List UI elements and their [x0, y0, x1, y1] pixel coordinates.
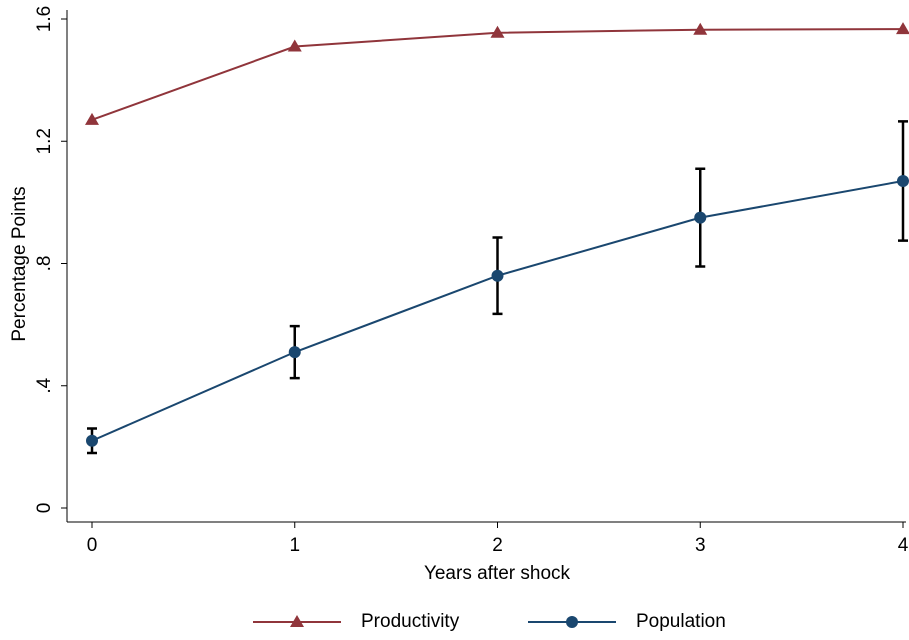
- y-axis-title: Percentage Points: [9, 186, 30, 341]
- legend-label: Productivity: [361, 611, 460, 632]
- x-tick-label: 1: [289, 535, 300, 556]
- point: [693, 22, 708, 35]
- point: [490, 25, 505, 38]
- x-tick-label: 2: [492, 535, 503, 556]
- point: [287, 39, 302, 52]
- point: [491, 269, 504, 282]
- x-axis-title: Years after shock: [424, 563, 571, 584]
- y-tick-label: 0: [34, 503, 55, 514]
- legend-marker: [290, 615, 304, 627]
- legend-marker: [566, 616, 578, 628]
- point: [897, 174, 909, 187]
- y-tick-label: 1.6: [34, 6, 55, 32]
- point: [694, 211, 707, 224]
- x-tick-label: 4: [898, 535, 909, 556]
- y-tick-label: 1.2: [34, 128, 55, 154]
- y-tick-label: .8: [34, 256, 55, 272]
- point: [288, 346, 301, 359]
- point: [85, 112, 99, 125]
- x-tick-label: 0: [87, 535, 98, 556]
- y-tick-label: .4: [34, 377, 55, 393]
- point: [86, 434, 98, 447]
- legend-label: Population: [636, 611, 726, 632]
- point: [896, 22, 909, 35]
- x-tick-label: 3: [695, 535, 706, 556]
